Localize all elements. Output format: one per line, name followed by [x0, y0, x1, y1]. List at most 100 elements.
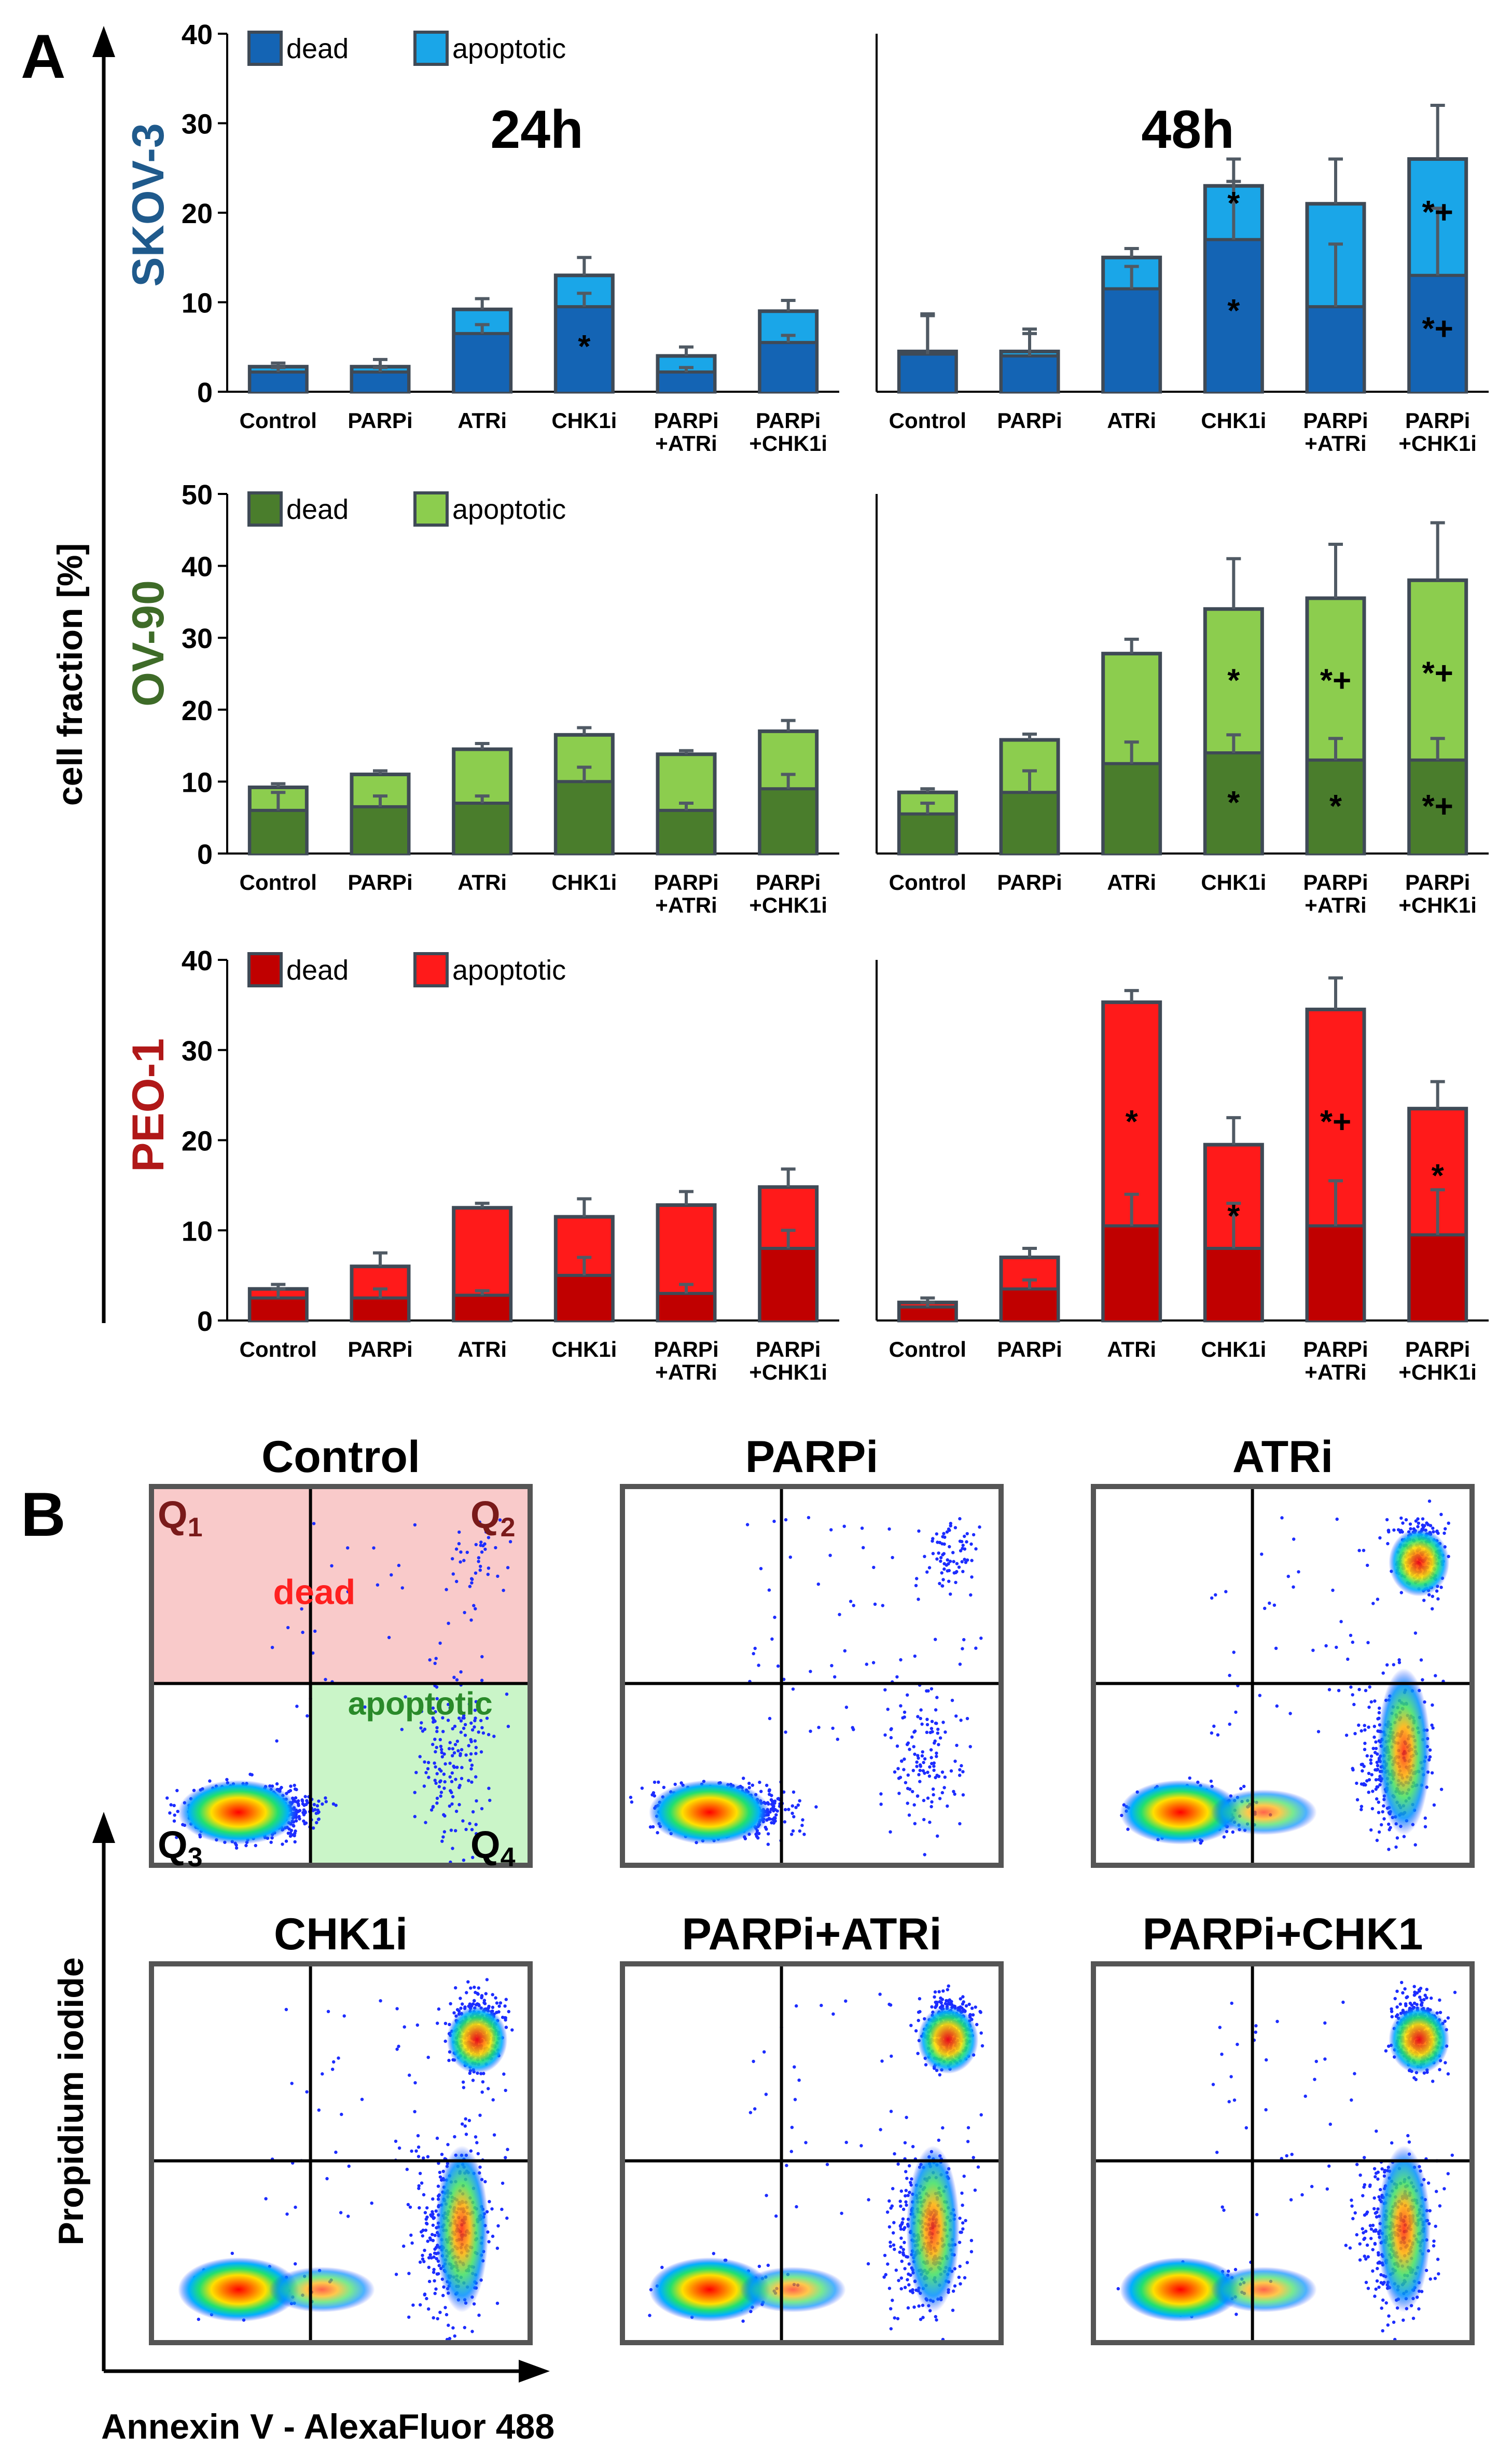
scatter-dot — [488, 1798, 492, 1802]
scatter-dot — [904, 2200, 908, 2204]
scatter-dot — [899, 2287, 903, 2291]
scatter-dot — [958, 1539, 962, 1543]
scatter-dot — [862, 1546, 865, 1549]
significance-mark: * — [1227, 785, 1240, 821]
scatter-dot — [452, 2011, 456, 2015]
scatter-dot — [785, 2164, 788, 2167]
scatter-dot — [912, 1730, 916, 1734]
scatter-dot — [886, 1708, 890, 1711]
scatter-dot — [479, 1750, 483, 1754]
scatter-dot — [931, 1537, 935, 1540]
category-label: Control — [240, 1337, 317, 1361]
scatter-dot — [448, 1775, 452, 1779]
scatter-dot — [437, 1785, 441, 1788]
scatter-dot — [460, 1766, 464, 1769]
category-label-line: +ATRi — [1305, 431, 1366, 456]
scatter-dot — [884, 2273, 887, 2277]
scatter-dot — [478, 2113, 482, 2117]
scatter-dot — [1288, 1712, 1292, 1715]
scatter-dot — [486, 1573, 490, 1576]
scatter-dot — [435, 1801, 439, 1805]
category-label: PARPi +CHK1i — [1398, 870, 1477, 917]
scatter-dot — [462, 1559, 466, 1562]
legend-label-dead: dead — [286, 494, 349, 525]
scatter-dot — [301, 1802, 305, 1806]
scatter-dot — [797, 2079, 801, 2082]
scatter-dot — [250, 1773, 254, 1777]
scatter-dot — [1387, 1530, 1391, 1534]
flow-panel-title: CHK1i — [274, 1909, 408, 1959]
scatter-dot — [302, 1819, 306, 1823]
scatter-dot — [1423, 1816, 1427, 1820]
significance-mark: * — [1227, 293, 1240, 329]
scatter-dot — [405, 2167, 409, 2171]
scatter-dot — [1263, 1606, 1267, 1610]
scatter-dot — [457, 1802, 461, 1807]
scatter-dot — [435, 1745, 438, 1750]
scatter-dot — [173, 1813, 176, 1817]
scatter-dot — [225, 1778, 229, 1781]
scatter-dot — [912, 1803, 916, 1807]
scatter-dot — [463, 1611, 466, 1615]
scatter-dot — [792, 1815, 796, 1819]
category-label: PARPi +ATRi — [654, 1337, 718, 1384]
scatter-dot — [468, 1822, 471, 1825]
scatter-dot — [397, 2044, 400, 2048]
scatter-dot — [979, 2011, 982, 2014]
scatter-dot — [920, 1722, 924, 1726]
density-dead — [447, 2005, 508, 2074]
scatter-dot — [941, 1553, 945, 1557]
scatter-dot — [478, 1568, 482, 1572]
scatter-dot — [748, 2111, 753, 2114]
category-label-line: +CHK1i — [749, 431, 827, 456]
scatter-dot — [930, 1762, 934, 1766]
bar-dead — [1104, 763, 1159, 854]
scatter-dot — [712, 2252, 716, 2255]
bar-dead — [1206, 1248, 1261, 1320]
scatter-dot — [480, 1550, 484, 1554]
scatter-dot — [962, 2175, 966, 2178]
scatter-dot — [976, 2165, 980, 2169]
scatter-dot — [484, 1992, 488, 1996]
scatter-dot — [425, 2296, 428, 2301]
scatter-dot — [961, 1570, 965, 1573]
scatter-dot — [457, 1530, 461, 1534]
scatter-dot — [865, 1662, 869, 1666]
scatter-dot — [450, 1780, 454, 1783]
scatter-dot — [800, 1823, 804, 1827]
scatter-dot — [1234, 1710, 1238, 1714]
scatter-dot — [330, 1564, 334, 1567]
scatter-dot — [420, 2230, 423, 2234]
category-label-line: PARPi — [756, 870, 821, 895]
scatter-dot — [1365, 1754, 1369, 1758]
scatter-dot — [317, 1799, 321, 1803]
scatter-dot — [944, 1730, 947, 1734]
scatter-dot — [1351, 1640, 1354, 1644]
flow-panel-title: PARPi+ATRi — [682, 1909, 942, 1959]
scatter-dot — [334, 1804, 338, 1807]
scatter-dot — [504, 2156, 507, 2159]
scatter-dot — [427, 2307, 431, 2311]
category-label: ATRi — [1107, 870, 1156, 895]
scatter-dot — [477, 1730, 480, 1734]
scatter-dot — [745, 1523, 750, 1526]
category-label: PARPi +ATRi — [654, 408, 718, 456]
scatter-dot — [809, 1729, 812, 1733]
scatter-dot — [294, 2262, 297, 2266]
scatter-dot — [1370, 1773, 1374, 1777]
y-tick-label: 30 — [182, 623, 213, 654]
scatter-dot — [293, 1787, 297, 1791]
scatter-dot — [510, 2028, 514, 2032]
scatter-dot — [400, 1586, 404, 1590]
scatter-dot — [791, 1829, 795, 1833]
bar-dead — [251, 372, 306, 392]
scatter-dot — [933, 1990, 937, 1994]
scatter-dot — [1374, 1751, 1377, 1754]
legend-label-apoptotic: apoptotic — [452, 494, 566, 525]
scatter-dot — [771, 1805, 775, 1809]
scatter-dot — [447, 2058, 451, 2062]
scatter-dot — [899, 1658, 903, 1662]
scatter-dot — [431, 2223, 435, 2227]
scatter-dot — [455, 1739, 460, 1743]
